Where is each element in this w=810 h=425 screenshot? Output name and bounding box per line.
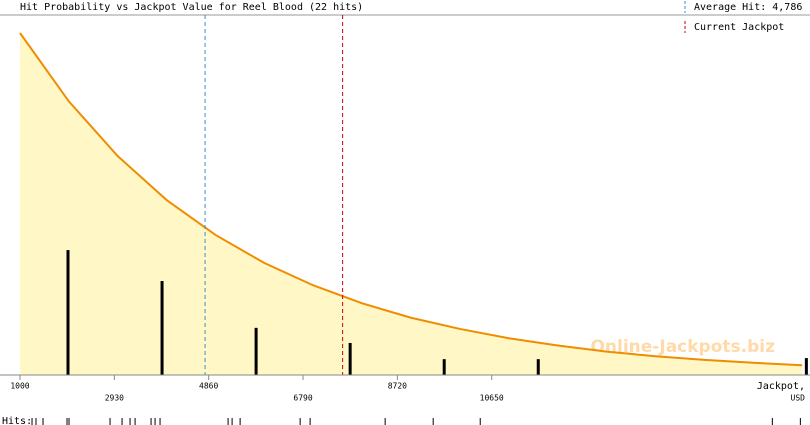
bar xyxy=(254,327,258,375)
bar xyxy=(160,281,164,375)
x-tick-label: 4860 xyxy=(199,382,218,391)
x-tick-label: 2930 xyxy=(105,394,124,403)
x-tick-label: 8720 xyxy=(388,382,407,391)
x-axis-label: Jackpot, xyxy=(757,381,805,392)
bar xyxy=(348,342,352,375)
bar xyxy=(66,250,70,375)
bar xyxy=(804,358,808,375)
x-axis-label: USD xyxy=(791,394,806,403)
legend-average-hit: Average Hit: 4,786 xyxy=(694,2,802,13)
bar xyxy=(536,359,540,375)
hits-label: Hits: xyxy=(2,416,32,425)
x-tick-label: 10650 xyxy=(480,394,504,403)
x-tick-label: 6790 xyxy=(293,394,312,403)
watermark: Online-Jackpots.biz xyxy=(590,337,775,357)
legend-current-jackpot: Current Jackpot xyxy=(694,22,784,33)
area-fill xyxy=(20,33,803,375)
bar xyxy=(442,359,446,375)
chart-title: Hit Probability vs Jackpot Value for Ree… xyxy=(20,2,363,13)
curve-line xyxy=(19,32,803,367)
x-tick-label: 1000 xyxy=(10,382,29,391)
